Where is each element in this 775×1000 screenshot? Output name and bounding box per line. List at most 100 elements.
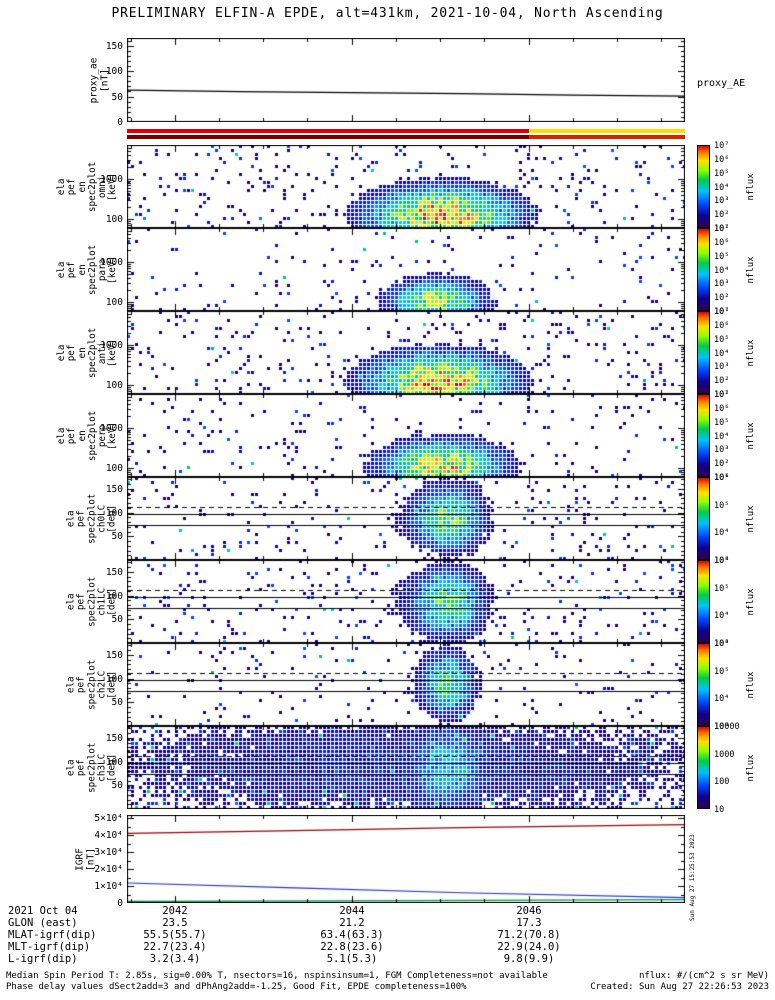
proxy-ae-right-label: proxy_AE: [697, 78, 746, 89]
y-tick-label: 100: [105, 214, 123, 226]
spectrogram-ch2LC: [127, 643, 685, 726]
spectrogram-anti: [127, 311, 685, 394]
colorbar-tick-label: 10⁵: [714, 168, 730, 179]
y-tick-label: 100: [105, 673, 123, 685]
colorbar-tick-label: 10⁵: [714, 666, 730, 677]
x-tick-label: 2046: [516, 905, 542, 917]
x-axis-date-label: 2021 Oct 04: [8, 905, 78, 917]
ephemeris-value: 3.2(3.4): [149, 953, 201, 965]
ephemeris-value: 17.3: [516, 917, 542, 929]
colorbar-tick-label: 10⁴: [714, 182, 730, 193]
y-tick-label: 100: [105, 507, 123, 519]
ephemeris-value: 55.5(55.7): [143, 929, 207, 941]
colorbar-ch0LC: [697, 477, 710, 560]
y-tick-label: 2×10⁴: [94, 864, 123, 876]
y-tick-label: 50: [111, 91, 123, 103]
ephemeris-row-label: L-igrf(dip): [8, 953, 78, 965]
y-tick-label: 5×10⁴: [94, 813, 123, 825]
ephemeris-value: 21.2: [339, 917, 365, 929]
colorbar-tick-label: 10⁴: [714, 265, 730, 276]
footer-spin-period: Median Spin Period T: 2.85s, sig=0.00% T…: [6, 971, 548, 981]
colorbar-tick-label: 10³: [714, 722, 730, 732]
colorbar-tick-label: 10⁵: [714, 417, 730, 428]
y-tick-label: 1×10⁴: [94, 881, 123, 893]
y-tick-label: 100: [105, 380, 123, 392]
colorbar-tick-label: 10⁶: [714, 473, 730, 483]
colorbar-anti: [697, 311, 710, 394]
colorbar-tick-label: 10⁷: [714, 224, 730, 234]
y-tick-label: 50: [111, 697, 123, 709]
colorbar-tick-label: 10⁴: [714, 528, 730, 539]
colorbar-tick-label: 10²: [714, 293, 730, 304]
x-tick-label: 2042: [162, 905, 188, 917]
ephemeris-value: 63.4(63.3): [320, 929, 384, 941]
y-tick-label: 50: [111, 780, 123, 792]
colorbar-tick-label: 10³: [714, 445, 730, 456]
y-tick-label: 1000: [100, 173, 123, 185]
science-zone-bar-top: [127, 129, 685, 133]
science-zone-bar-bottom: [127, 135, 685, 139]
colorbar-ch2LC: [697, 643, 710, 726]
colorbar-tick-label: 10⁴: [714, 694, 730, 705]
colorbar-tick-label: 100: [714, 777, 730, 788]
y-tick-label: 100: [105, 66, 123, 78]
y-tick-label: 0: [117, 117, 123, 128]
colorbar-tick-label: 10⁵: [714, 583, 730, 594]
colorbar-tick-label: 10⁴: [714, 611, 730, 622]
y-tick-label: 50: [111, 531, 123, 543]
colorbar-tick-label: 10³: [714, 556, 730, 566]
x-tick-label: 2044: [339, 905, 365, 917]
y-tick-label: 150: [105, 483, 123, 495]
plot-title: PRELIMINARY ELFIN-A EPDE, alt=431km, 202…: [111, 6, 664, 21]
y-tick-label: 50: [111, 614, 123, 626]
colorbar-tick-label: 10¹: [714, 390, 730, 400]
footer-phase-delay: Phase delay values dSect2add=3 and dPhAn…: [6, 982, 467, 992]
colorbar-para: [697, 228, 710, 311]
colorbar-tick-label: 10⁷: [714, 390, 730, 400]
ephemeris-value: 23.5: [162, 917, 188, 929]
igrf-panel: [127, 815, 685, 903]
y-tick-label: 0: [117, 898, 123, 909]
footer-created: Created: Sun Aug 27 22:26:53 2023: [590, 982, 769, 992]
y-tick-label: 3×10⁴: [94, 847, 123, 859]
colorbar-tick-label: 10²: [714, 210, 730, 221]
colorbar-perp: [697, 394, 710, 477]
colorbar-tick-label: 10⁵: [714, 500, 730, 511]
ephemeris-value: 71.2(70.8): [497, 929, 561, 941]
colorbar-label-ch3LC: nflux: [746, 753, 756, 782]
colorbar-tick-label: 10³: [714, 362, 730, 373]
y-tick-label: 100: [105, 590, 123, 602]
colorbar-tick-label: 10⁶: [714, 639, 730, 649]
colorbar-tick-label: 10: [714, 805, 725, 815]
colorbar-tick-label: 10⁵: [714, 251, 730, 262]
colorbar-tick-label: 10³: [714, 279, 730, 290]
y-tick-label: 150: [105, 40, 123, 52]
ephemeris-row-label: MLT-igrf(dip): [8, 941, 91, 953]
ephemeris-row-label: GLON (east): [8, 917, 78, 929]
ephemeris-value: 22.7(23.4): [143, 941, 207, 953]
colorbar-tick-label: 10⁶: [714, 403, 730, 414]
colorbar-tick-label: 10³: [714, 196, 730, 207]
y-tick-label: 100: [105, 463, 123, 475]
colorbar-tick-label: 10⁶: [714, 556, 730, 566]
y-tick-label: 150: [105, 732, 123, 744]
colorbar-tick-label: 10¹: [714, 224, 730, 234]
colorbar-tick-label: 1000: [714, 749, 735, 760]
footer-nflux-units: nflux: #/(cm^2 s sr MeV): [638, 971, 769, 981]
spectrogram-omni: [127, 145, 685, 228]
colorbar-tick-label: 10⁵: [714, 334, 730, 345]
colorbar-tick-label: 10³: [714, 639, 730, 649]
ephemeris-value: 5.1(5.3): [326, 953, 378, 965]
y-tick-label: 100: [105, 756, 123, 768]
colorbar-tick-label: 10⁴: [714, 348, 730, 359]
colorbar-tick-label: 10²: [714, 376, 730, 387]
y-tick-label: 1000: [100, 339, 123, 351]
colorbar-tick-label: 10²: [714, 459, 730, 470]
y-tick-label: 4×10⁴: [94, 830, 123, 842]
y-tick-label: 1000: [100, 256, 123, 268]
side-timestamp: Sun Aug 27 15:25:53 2023: [689, 834, 696, 921]
spectrogram-ch0LC: [127, 477, 685, 560]
colorbar-tick-label: 10000: [714, 722, 740, 732]
colorbar-tick-label: 10⁶: [714, 320, 730, 331]
proxy-ae-panel: [127, 38, 685, 122]
